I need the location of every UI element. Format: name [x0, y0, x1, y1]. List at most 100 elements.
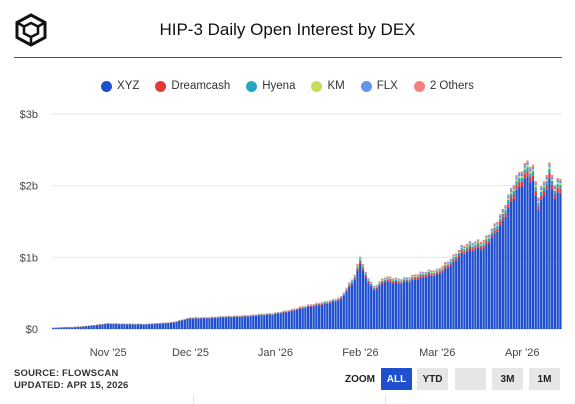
daily-bar [367, 278, 370, 329]
bar-segment-hyena [326, 302, 329, 303]
bar-segment-km [474, 243, 477, 245]
bar-segment-hyena [301, 307, 304, 308]
bar-segment-hyena [411, 276, 414, 279]
daily-bar [287, 310, 291, 329]
bar-segment-xyz [438, 273, 441, 329]
bar-segment-dreamcash [372, 288, 376, 291]
zoom-all-button[interactable]: ALL [381, 368, 412, 390]
bar-segment-xyz [191, 318, 195, 329]
bar-segment-dreamcash [285, 311, 288, 313]
bar-segment-xyz [531, 180, 535, 329]
legend-item-others[interactable]: 2 Others [413, 80, 474, 92]
daily-bar [482, 240, 485, 329]
legend-item-xyz[interactable]: XYZ [101, 80, 139, 92]
legend-item-km[interactable]: KM [311, 80, 345, 92]
bar-segment-hyena [493, 227, 496, 231]
bar-segment-hyena [337, 298, 340, 300]
bar-segment-2-others [427, 269, 430, 271]
bar-segment-flx [367, 278, 370, 280]
bar-segment-hyena [383, 279, 387, 281]
bar-segment-hyena [304, 306, 307, 308]
bar-segment-xyz [145, 324, 148, 329]
bar-segment-dreamcash [381, 281, 384, 284]
bar-segment-dreamcash [446, 265, 450, 268]
bar-segment-xyz [463, 253, 466, 329]
legend-marker-icon [246, 80, 258, 92]
daily-bar [534, 181, 537, 329]
bar-segment-flx [540, 187, 543, 191]
daily-bar [150, 323, 154, 329]
bar-segment-xyz [487, 243, 491, 329]
legend-item-hyena[interactable]: Hyena [246, 80, 295, 92]
daily-bar [386, 276, 389, 329]
bar-segment-flx [529, 169, 532, 172]
bar-segment-flx [430, 271, 433, 272]
bar-segment-xyz [62, 327, 66, 329]
bar-segment-hyena [537, 202, 540, 206]
zoom-ytd-button[interactable]: YTD [417, 368, 448, 390]
zoom-blank-button[interactable] [455, 368, 486, 390]
legend-item-dreamcash[interactable]: Dreamcash [155, 80, 230, 92]
bar-segment-hyena [477, 242, 480, 246]
daily-bar [413, 274, 417, 329]
bar-segment-2-others [482, 240, 485, 242]
bar-segment-dreamcash [408, 280, 411, 283]
bar-segment-flx [433, 271, 436, 273]
bar-segment-hyena [518, 178, 521, 183]
bar-segment-dreamcash [320, 304, 324, 305]
bar-segment-2-others [545, 175, 548, 178]
bar-segment-hyena [449, 261, 452, 264]
bar-segment-xyz [202, 318, 206, 329]
legend-item-flx[interactable]: FLX [360, 80, 398, 92]
bar-segment-hyena [413, 276, 417, 279]
bar-segment-xyz [243, 316, 247, 329]
bar-segment-km [402, 278, 406, 280]
daily-bar [101, 323, 104, 329]
legend-marker-icon [311, 80, 323, 92]
bar-segment-flx [523, 165, 526, 168]
bar-segment-hyena [460, 248, 463, 251]
bar-segment-xyz [444, 268, 447, 329]
bar-segment-dreamcash [375, 287, 378, 290]
bar-segment-flx [485, 236, 488, 238]
bar-segment-2-others [408, 277, 411, 279]
bar-segment-km [520, 176, 524, 178]
bar-segment-km [446, 263, 450, 265]
daily-bar [328, 300, 332, 329]
bar-segment-2-others [370, 281, 373, 283]
bar-segment-xyz [87, 325, 90, 329]
daily-bar [93, 325, 96, 329]
bar-segment-km [389, 278, 392, 279]
daily-bar [161, 322, 164, 329]
daily-bar [312, 303, 315, 329]
bar-segment-xyz [290, 310, 293, 329]
bar-segment-xyz [356, 270, 359, 329]
daily-bar [271, 313, 274, 329]
bar-segment-hyena [482, 243, 485, 246]
bar-segment-xyz [367, 283, 370, 329]
bar-segment-flx [449, 259, 452, 261]
bar-segment-hyena [427, 271, 430, 274]
zoom-1m-button[interactable]: 1M [529, 368, 560, 390]
bar-segment-km [430, 271, 433, 273]
daily-bar [518, 171, 521, 329]
daily-bar [285, 310, 288, 329]
bar-segment-2-others [471, 242, 474, 244]
bar-segment-flx [364, 272, 367, 274]
bar-segment-km [397, 279, 400, 281]
x-tick-label: Apr '26 [505, 347, 540, 359]
daily-bar [345, 287, 348, 329]
daily-bar [142, 323, 145, 329]
bar-segment-2-others [353, 274, 356, 276]
daily-bar [282, 310, 285, 329]
daily-bar [509, 187, 513, 329]
bar-segment-xyz [265, 314, 269, 329]
bar-segment-hyena [531, 171, 535, 176]
zoom-3m-button[interactable]: 3M [492, 368, 523, 390]
bar-segment-dreamcash [531, 175, 535, 181]
cube-logo-icon [15, 13, 47, 47]
bar-segment-km [504, 208, 507, 210]
bar-segment-hyena [512, 190, 515, 195]
daily-bar [512, 185, 515, 329]
bar-segment-hyena [438, 270, 441, 272]
